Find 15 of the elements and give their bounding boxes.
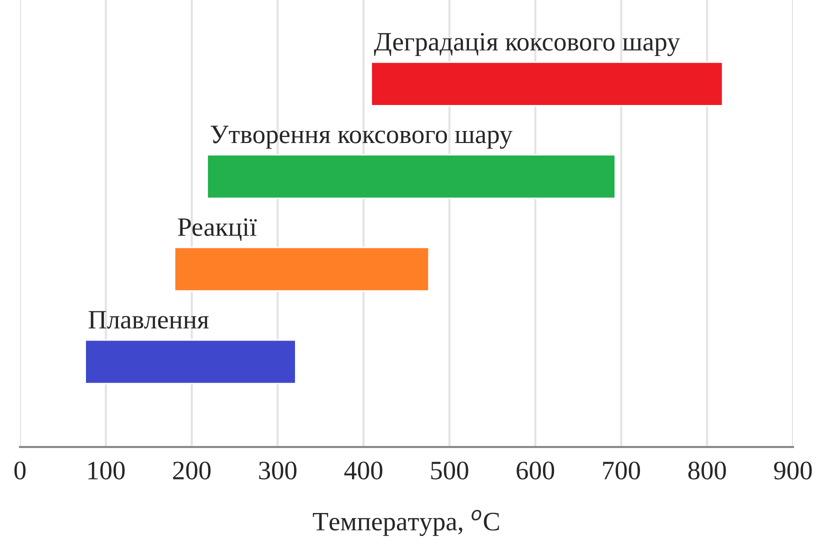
y-tick-label: Реакції [178, 218, 257, 241]
x-axis-title: Температура, $^{o}$C [312, 510, 499, 536]
x-tick-label: 300 [259, 462, 296, 480]
y-tick-label: Деградація коксового шару [374, 32, 680, 56]
x-tick-label: 0 [14, 462, 26, 480]
x-tick-label: 800 [688, 462, 726, 480]
x-tick-label: 500 [431, 462, 468, 480]
x-tick-label: 700 [603, 462, 640, 480]
x-tick-label: 400 [344, 462, 382, 480]
x-tick-label: 900 [774, 462, 812, 480]
x-tick-label: 200 [173, 462, 211, 480]
y-tick-label: Плавлення [88, 311, 209, 329]
x-tick-label: 100 [88, 462, 125, 480]
y-tick-label: Утворення коксового шару [210, 126, 513, 149]
x-tick-label: 600 [516, 462, 554, 480]
